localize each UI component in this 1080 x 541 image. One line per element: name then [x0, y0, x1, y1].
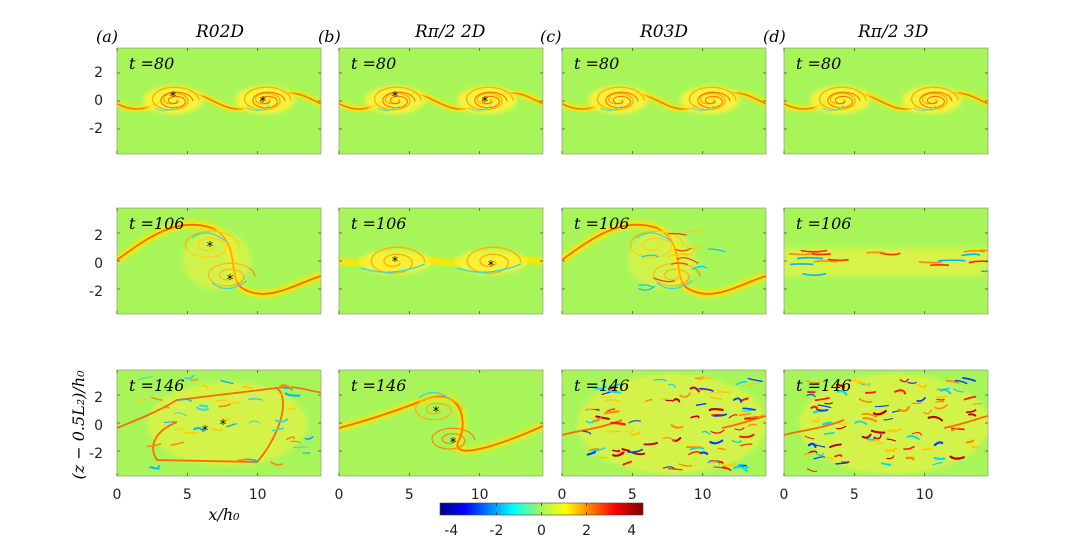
- x-tick: 5: [405, 487, 414, 503]
- panel-time-label: t =146: [796, 376, 851, 395]
- panel-time-label: t =80: [129, 54, 174, 73]
- vortex-marker: *: [433, 405, 440, 420]
- vorticity-field: [117, 221, 321, 298]
- y-axis-label: (z − 0.5L₂)/h₀: [69, 370, 88, 480]
- y-tick: -2: [89, 284, 103, 300]
- vortex-marker: *: [392, 90, 399, 105]
- panel-grid: * * t =80 * * t =80 t =80 t =80 * * t =106 * * t =106…: [116, 47, 989, 477]
- vorticity-field: [339, 246, 543, 275]
- column-d-case: Rπ/2 3D: [857, 22, 929, 42]
- x-tick: 0: [558, 487, 567, 503]
- column-b-case: Rπ/2 2D: [414, 22, 486, 42]
- vortex-marker: *: [488, 259, 495, 274]
- x-tick: 0: [113, 487, 122, 503]
- panel-time-label: t =80: [796, 54, 841, 73]
- vorticity-field: [339, 391, 543, 454]
- vortex-marker: *: [260, 95, 267, 110]
- panel-r1-c1: * * t =80: [116, 47, 322, 155]
- y-tick: 2: [94, 390, 103, 406]
- panel-time-label: t =106: [796, 214, 851, 233]
- x-tick: 0: [780, 487, 789, 503]
- panel-time-label: t =106: [574, 214, 629, 233]
- panel-r3-c4: t =146: [783, 369, 989, 477]
- column-a-case: R02D: [195, 22, 244, 42]
- x-tick: 10: [694, 487, 712, 503]
- vorticity-field: [784, 374, 988, 474]
- colorbar-ticks: -4 -2 0 2 4: [444, 503, 636, 539]
- y-tick: -2: [89, 446, 103, 462]
- x-tick: 0: [335, 487, 344, 503]
- vortex-marker: *: [170, 90, 177, 105]
- vortex-marker: *: [207, 240, 214, 255]
- vorticity-field: [562, 86, 766, 114]
- column-headers: (a) R02D (b) Rπ/2 2D (c) R03D (d) Rπ/2 3…: [96, 22, 929, 46]
- panel-time-label: t =80: [574, 54, 619, 73]
- panel-r3-c2: * * t =146: [338, 369, 544, 477]
- y-tick: 0: [94, 256, 103, 272]
- y-tick: 2: [94, 65, 103, 81]
- panel-r3-c1: * * t =146: [116, 369, 322, 477]
- colorbar-tick: 2: [582, 523, 591, 539]
- y-tick: 0: [94, 93, 103, 109]
- panel-time-label: t =146: [574, 376, 629, 395]
- x-axis: 0 5 10 0 5 10 0 5 10 0 5 10: [113, 487, 934, 503]
- panel-r2-c4: t =106: [783, 207, 989, 315]
- y-tick: 0: [94, 418, 103, 434]
- panel-time-label: t =146: [129, 376, 184, 395]
- column-c-case: R03D: [639, 22, 688, 42]
- vorticity-field: [562, 221, 766, 298]
- vorticity-field: [784, 248, 988, 277]
- vortex-marker: *: [202, 424, 209, 439]
- colorbar-tick: 0: [537, 523, 546, 539]
- panel-time-label: t =146: [351, 376, 406, 395]
- vortex-marker: *: [450, 436, 457, 451]
- x-axis-label: x/h₀: [208, 505, 240, 524]
- y-axis: 2 0 -2 2 0 -2 2 0 -2 (z − 0.5L₂)/h₀: [69, 65, 103, 480]
- panel-r2-c1: * * t =106: [116, 207, 322, 315]
- vortex-marker: *: [482, 95, 489, 110]
- colorbar-tick: -2: [489, 523, 503, 539]
- vortex-marker: *: [392, 255, 399, 270]
- panel-r2-c3: t =106: [561, 207, 767, 315]
- panel-time-label: t =106: [351, 214, 406, 233]
- x-tick: 5: [850, 487, 859, 503]
- column-d-letter: (d): [763, 27, 786, 46]
- x-tick: 5: [183, 487, 192, 503]
- panel-r1-c2: * * t =80: [338, 47, 544, 155]
- panel-r2-c2: * * t =106: [338, 207, 544, 315]
- x-tick: 10: [249, 487, 267, 503]
- vorticity-field: [117, 374, 321, 471]
- panel-time-label: t =80: [351, 54, 396, 73]
- column-b-letter: (b): [318, 27, 341, 46]
- y-ticks-row-2: 2 0 -2: [89, 228, 103, 300]
- vortex-marker: *: [227, 273, 234, 288]
- panel-r3-c3: t =146: [561, 369, 767, 477]
- panel-r1-c3: t =80: [561, 47, 767, 155]
- vorticity-field: [117, 86, 321, 114]
- x-tick: 10: [916, 487, 934, 503]
- column-c-letter: (c): [540, 27, 561, 46]
- y-ticks-row-3: 2 0 -2: [89, 390, 103, 462]
- y-tick: -2: [89, 121, 103, 137]
- panel-time-label: t =106: [129, 214, 184, 233]
- vortex-marker: *: [220, 418, 227, 433]
- y-ticks-row-1: 2 0 -2: [89, 65, 103, 137]
- panel-r1-c4: t =80: [783, 47, 989, 155]
- x-tick: 10: [471, 487, 489, 503]
- colorbar-tick: -4: [444, 523, 458, 539]
- colorbar: -4 -2 0 2 4: [439, 502, 644, 539]
- vorticity-field: [562, 374, 766, 474]
- column-a-letter: (a): [96, 27, 118, 46]
- panel-background: [338, 369, 544, 477]
- vorticity-field: [784, 86, 988, 114]
- colorbar-tick: 4: [627, 523, 636, 539]
- x-tick: 5: [628, 487, 637, 503]
- vorticity-field: [339, 86, 543, 114]
- y-tick: 2: [94, 228, 103, 244]
